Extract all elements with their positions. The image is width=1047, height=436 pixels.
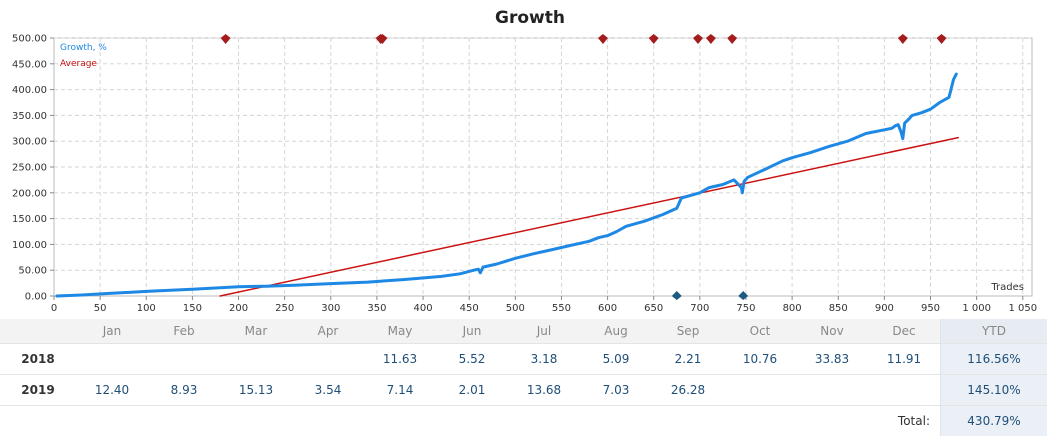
- month-header: Mar: [220, 319, 292, 344]
- top-event-marker-cap: [221, 34, 231, 38]
- x-tick-label: 150: [183, 303, 202, 314]
- month-value-cell: 7.03: [580, 375, 652, 406]
- month-header: Jan: [76, 319, 148, 344]
- top-event-marker-cap: [937, 34, 947, 38]
- ytd-value-cell: 145.10%: [941, 375, 1047, 406]
- month-value-cell: 5.09: [580, 344, 652, 375]
- month-header: Jun: [436, 319, 508, 344]
- x-tick-label: 200: [229, 303, 248, 314]
- y-tick-label: 100.00: [12, 240, 47, 251]
- x-tick-label: 900: [875, 303, 894, 314]
- month-value-cell: 11.63: [364, 344, 436, 375]
- x-tick-label: 250: [275, 303, 294, 314]
- x-tick-label: 500: [506, 303, 525, 314]
- x-tick-label: 750: [736, 303, 755, 314]
- month-value-cell: 33.83: [796, 344, 868, 375]
- month-header: Dec: [868, 319, 941, 344]
- month-value-cell: [868, 375, 941, 406]
- ytd-value-cell: 116.56%: [941, 344, 1047, 375]
- x-tick-label: 1 000: [962, 303, 991, 314]
- plot-area: [54, 38, 1032, 296]
- x-tick-label: 100: [137, 303, 156, 314]
- top-event-marker-cap: [727, 34, 737, 38]
- month-value-cell: 2.01: [436, 375, 508, 406]
- month-header: May: [364, 319, 436, 344]
- x-tick-label: 700: [690, 303, 709, 314]
- ytd-header: YTD: [941, 319, 1047, 344]
- y-tick-label: 350.00: [12, 111, 47, 122]
- y-tick-label: 500.00: [12, 34, 47, 45]
- top-event-marker-cap: [693, 34, 703, 38]
- x-tick-label: 800: [783, 303, 802, 314]
- legend-growth: Growth, %: [60, 43, 107, 53]
- year-cell: 2019: [0, 375, 76, 406]
- y-tick-label: 0.00: [25, 292, 47, 303]
- month-value-cell: [796, 375, 868, 406]
- month-header: Nov: [796, 319, 868, 344]
- x-tick-label: 650: [644, 303, 663, 314]
- month-header: Oct: [724, 319, 796, 344]
- x-axis-label: Trades: [990, 282, 1024, 293]
- total-value: 430.79%: [941, 406, 1047, 436]
- x-tick-label: 550: [552, 303, 571, 314]
- x-tick-label: 300: [321, 303, 340, 314]
- year-cell: 2018: [0, 344, 76, 375]
- month-value-cell: 7.14: [364, 375, 436, 406]
- x-tick-label: 400: [414, 303, 433, 314]
- month-value-cell: 3.54: [292, 375, 364, 406]
- top-event-marker-cap: [898, 34, 908, 38]
- month-value-cell: [292, 344, 364, 375]
- x-tick-label: 850: [829, 303, 848, 314]
- x-tick-label: 450: [460, 303, 479, 314]
- month-value-cell: 2.21: [652, 344, 724, 375]
- y-tick-label: 150.00: [12, 214, 47, 225]
- month-value-cell: 26.28: [652, 375, 724, 406]
- top-event-marker-cap: [649, 34, 659, 38]
- month-header: Jul: [508, 319, 580, 344]
- month-value-cell: 8.93: [148, 375, 220, 406]
- header-corner: [0, 319, 76, 344]
- month-header: Aug: [580, 319, 652, 344]
- month-value-cell: [724, 375, 796, 406]
- month-header: Sep: [652, 319, 724, 344]
- month-header: Feb: [148, 319, 220, 344]
- y-tick-label: 50.00: [18, 266, 47, 277]
- total-row: Total:430.79%: [0, 406, 1047, 436]
- month-value-cell: 15.13: [220, 375, 292, 406]
- month-value-cell: [76, 344, 148, 375]
- month-value-cell: 11.91: [868, 344, 941, 375]
- y-tick-label: 250.00: [12, 163, 47, 174]
- x-tick-label: 600: [598, 303, 617, 314]
- x-tick-label: 950: [921, 303, 940, 314]
- x-tick-label: 1 050: [1008, 303, 1037, 314]
- y-tick-label: 300.00: [12, 137, 47, 148]
- month-value-cell: 3.18: [508, 344, 580, 375]
- y-tick-label: 200.00: [12, 188, 47, 199]
- month-value-cell: [148, 344, 220, 375]
- growth-chart: 0.00 50.00 100.00 150.00 200.00 250.00 300.00 3…: [0, 0, 1047, 318]
- month-value-cell: 10.76: [724, 344, 796, 375]
- total-label: Total:: [0, 406, 941, 436]
- month-value-cell: 13.68: [508, 375, 580, 406]
- x-tick-label: 50: [94, 303, 107, 314]
- top-event-marker-cap: [706, 34, 716, 38]
- y-tick-label: 450.00: [12, 59, 47, 70]
- month-value-cell: 5.52: [436, 344, 508, 375]
- legend-average: Average: [60, 59, 97, 69]
- month-header: Apr: [292, 319, 364, 344]
- month-value-cell: 12.40: [76, 375, 148, 406]
- top-event-marker-cap: [598, 34, 608, 38]
- month-value-cell: [220, 344, 292, 375]
- y-tick-label: 400.00: [12, 85, 47, 96]
- x-tick-label: 0: [51, 303, 57, 314]
- x-tick-label: 350: [367, 303, 386, 314]
